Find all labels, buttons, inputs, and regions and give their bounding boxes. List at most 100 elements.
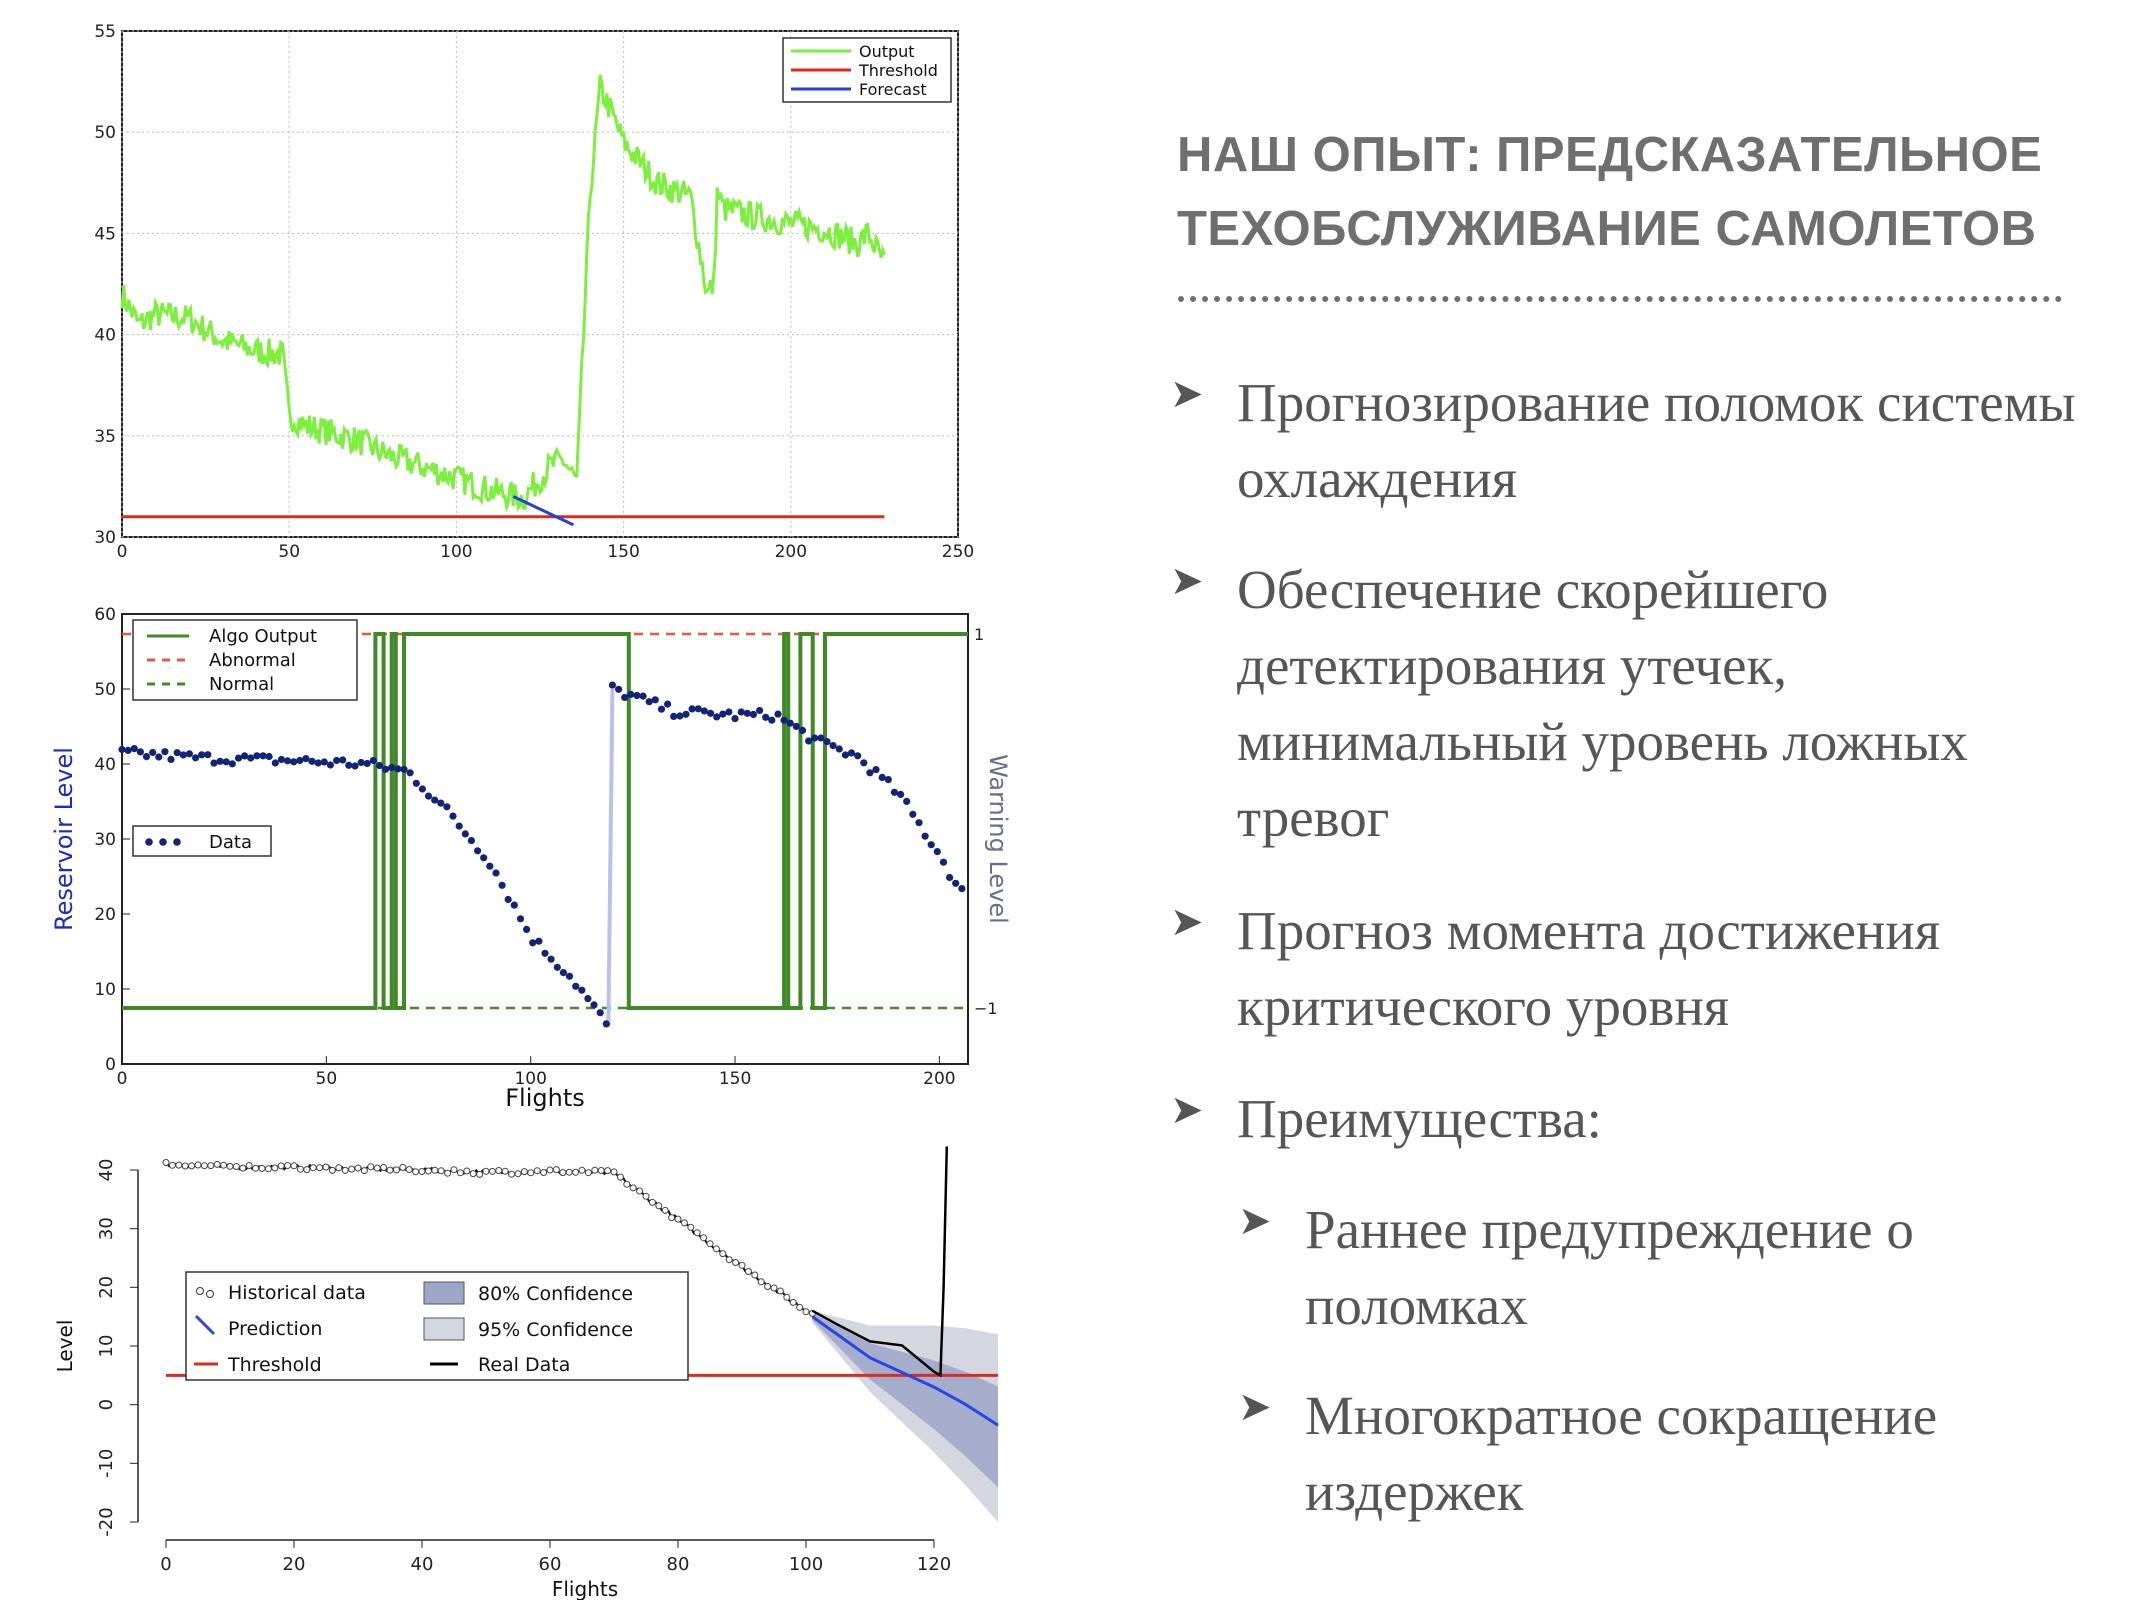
historical-point (623, 1180, 631, 1188)
historical-point (245, 1162, 253, 1169)
y-tick-label: -20 (96, 1507, 117, 1536)
legend-label: Threshold (227, 1354, 322, 1376)
data-point (467, 837, 475, 845)
data-point (657, 705, 666, 713)
data-point (418, 785, 426, 793)
historical-point (168, 1161, 176, 1169)
data-point (204, 751, 212, 759)
y-tick-label: 30 (94, 830, 116, 850)
data-point (823, 738, 831, 746)
data-point (424, 792, 433, 800)
historical-point (508, 1170, 516, 1178)
data-point (277, 755, 285, 764)
historical-point (648, 1198, 656, 1206)
legend-label: Output (859, 42, 915, 61)
series-line-forecast (512, 495, 575, 527)
data-point (363, 759, 371, 768)
data-point (283, 757, 292, 765)
historical-point (712, 1245, 720, 1253)
historical-point (661, 1206, 669, 1214)
data-point (400, 765, 408, 773)
data-point (939, 858, 948, 866)
legend-label: Normal (209, 674, 274, 695)
data-point (737, 708, 745, 716)
historical-point (354, 1164, 362, 1172)
legend-swatch (206, 1290, 214, 1298)
historical-point (776, 1287, 784, 1295)
data-point (149, 748, 157, 757)
x-tick-label: 0 (117, 542, 128, 562)
data-point (296, 756, 304, 765)
historical-point (725, 1256, 733, 1264)
data-point (222, 758, 230, 766)
data-point (780, 716, 788, 724)
data-point (847, 749, 856, 757)
data-point (369, 756, 377, 765)
legend-label: Abnormal (209, 650, 296, 671)
data-point (161, 748, 169, 756)
data-point (835, 745, 843, 753)
data-point (578, 986, 586, 994)
data-point (351, 762, 359, 770)
data-point (541, 949, 549, 957)
data-point (216, 757, 224, 765)
data-point (474, 847, 482, 855)
historical-point (514, 1170, 522, 1178)
y-tick-label: 20 (96, 1276, 117, 1299)
historical-point (418, 1168, 426, 1175)
historical-point (789, 1298, 797, 1306)
data-point (682, 710, 690, 718)
data-point (302, 755, 310, 763)
chart-reservoir-level: 0 50 100 150 200 0 10 20 30 40 50 60 1 −1 Flights Reser… (50, 605, 1012, 1112)
historical-point (476, 1170, 484, 1178)
data-point (792, 722, 800, 730)
historical-point (802, 1308, 810, 1316)
data-point (308, 757, 316, 765)
y2-tick-label: 1 (974, 625, 984, 644)
x-tick-label: 100 (789, 1554, 823, 1575)
y-tick-label: 20 (94, 905, 116, 925)
historical-point (424, 1167, 432, 1175)
x-tick-label: 0 (117, 1069, 128, 1089)
data-point (559, 969, 568, 977)
data-point (872, 766, 880, 774)
historical-point (258, 1164, 266, 1172)
series-line-output (120, 74, 886, 513)
data-point (492, 869, 500, 877)
x-tick-label: 150 (719, 1069, 751, 1089)
data-point (958, 885, 966, 893)
historical-point (770, 1284, 778, 1292)
historical-point (303, 1166, 311, 1174)
data-point (927, 841, 935, 849)
data-point (774, 710, 782, 718)
charts-area: 0 50 100 150 200 250 30 35 40 45 50 55 Output Thresho… (50, 22, 1012, 1600)
data-point (412, 779, 420, 787)
historical-point (271, 1164, 279, 1172)
historical-point (232, 1163, 240, 1170)
data-point (903, 797, 911, 805)
data-point (437, 799, 445, 807)
y2-axis-label: Warning Level (984, 754, 1012, 924)
historical-point (744, 1268, 752, 1275)
historical-point (405, 1166, 413, 1173)
data-point (118, 745, 126, 754)
historical-point (335, 1164, 343, 1172)
data-point (339, 756, 347, 764)
data-point (915, 819, 923, 827)
legend-swatch (423, 1281, 465, 1305)
historical-point (751, 1271, 759, 1279)
data-point (265, 752, 273, 761)
data-point (572, 982, 580, 990)
data-point (596, 1009, 604, 1017)
data-point (130, 745, 138, 753)
data-point (510, 901, 518, 909)
legend-label: Algo Output (209, 626, 317, 647)
data-point (713, 713, 721, 721)
y-axis-label: Level (53, 1320, 77, 1373)
data-point (523, 925, 531, 933)
historical-point (591, 1166, 599, 1174)
historical-point (700, 1234, 708, 1242)
bullet-arrow-icon: ➤ (1238, 1198, 1272, 1244)
legend-swatch (196, 1287, 204, 1295)
data-point (664, 700, 672, 708)
